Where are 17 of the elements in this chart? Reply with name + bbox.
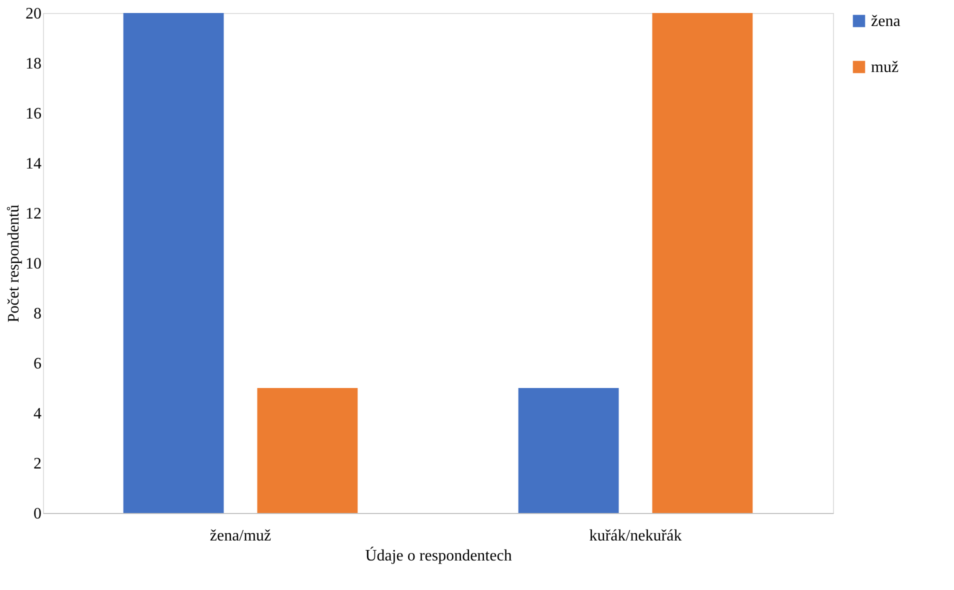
y-tick-label: 12 [26,206,42,222]
y-tick-label: 20 [26,6,42,22]
x-axis-title: Údaje o respondentech [365,546,512,564]
y-tick-label: 8 [34,306,42,322]
legend-label: žena [871,13,900,30]
y-tick-label: 14 [26,156,42,172]
x-tick-label: kuřák/nekuřák [589,528,682,544]
legend-label: muž [871,59,899,76]
y-tick-label: 10 [26,256,42,272]
y-tick-label: 2 [34,456,42,472]
y-tick-label: 0 [34,506,42,522]
y-axis-title: Počet respondentů [6,204,22,322]
x-tick-label: žena/muž [210,528,272,544]
y-tick-label: 6 [34,356,42,372]
y-tick-label: 18 [26,56,42,72]
y-tick-label: 4 [34,406,42,422]
y-tick-label: 16 [26,106,42,122]
